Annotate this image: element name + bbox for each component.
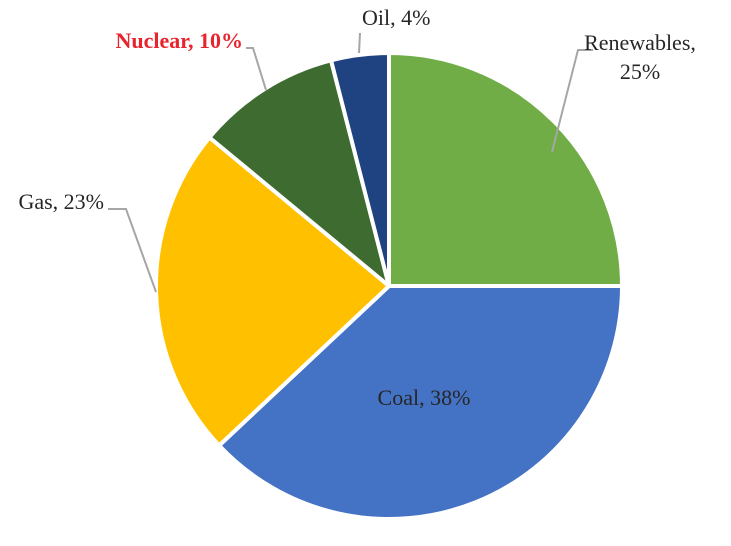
leader-line-oil [358, 32, 361, 54]
labels-layer: Renewables, 25% Coal, 38% Gas, 23% Nuclear, … [18, 5, 695, 410]
pie-slice-coal [217, 284, 624, 521]
leader-line-nuclear [246, 47, 267, 91]
data-label-line: Renewables, [584, 30, 696, 55]
pie-slice-renewables [387, 51, 624, 288]
slices-layer [154, 51, 624, 521]
data-label-line: Nuclear, 10% [115, 28, 243, 53]
pie-slice-oil [329, 51, 391, 288]
data-label-line: Gas, 23% [18, 189, 104, 214]
data-label-gas: Gas, 23% [18, 189, 104, 214]
data-label-line: Oil, 4% [362, 5, 430, 30]
data-label-oil: Oil, 4% [362, 5, 430, 30]
data-label-renewables: Renewables, 25% [584, 30, 696, 84]
data-label-line: 25% [620, 59, 660, 84]
data-label-coal: Coal, 38% [378, 385, 471, 410]
pie-slice-gas [154, 135, 391, 448]
leader-lines-layer [108, 32, 593, 293]
data-label-line: Coal, 38% [378, 385, 471, 410]
leader-line-renewables [551, 49, 593, 153]
leader-line-gas [108, 208, 157, 293]
data-label-nuclear: Nuclear, 10% [115, 28, 243, 53]
